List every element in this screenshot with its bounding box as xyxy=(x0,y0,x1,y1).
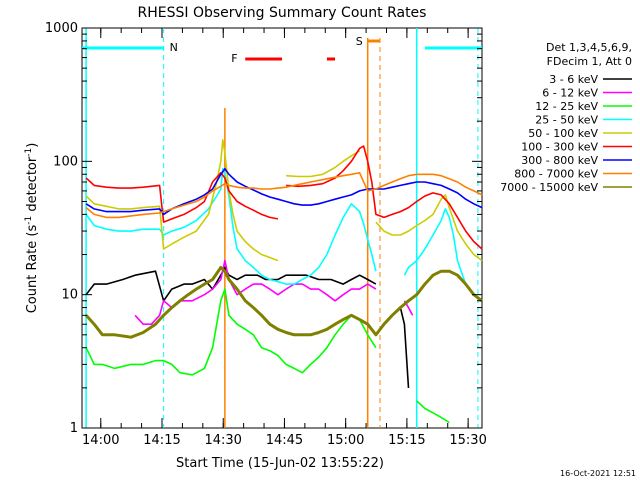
y-axis-label: Count Rate (s-1 detector-1) xyxy=(24,143,40,314)
legend-label-7: 800 - 7000 keV xyxy=(514,168,598,181)
legend-label-3: 25 - 50 keV xyxy=(535,114,598,127)
flare-label: F xyxy=(231,52,237,65)
x-axis: 14:00 14:15 14:30 14:45 15:00 15:15 15:30 xyxy=(82,28,487,448)
series-layer xyxy=(84,139,483,424)
legend: Det 1,3,4,5,6,9, FDecim 1, Att 0 3 - 6 k… xyxy=(500,41,632,194)
y-axis-label-main: Count Rate (s xyxy=(25,225,40,314)
svg-text:Count Rate (s-1 detector-1): Count Rate (s-1 detector-1) xyxy=(24,143,40,314)
y-axis-label-end: ) xyxy=(25,143,40,148)
series-line-3 xyxy=(85,167,483,302)
night-label: N xyxy=(170,41,178,54)
y-axis-label-sup2: -1 xyxy=(24,148,34,157)
series-line-2 xyxy=(85,288,450,424)
legend-label-5: 100 - 300 keV xyxy=(521,141,598,154)
legend-header-1: Det 1,3,4,5,6,9, xyxy=(546,41,632,54)
legend-label-4: 50 - 100 keV xyxy=(528,127,598,140)
series-line-7 xyxy=(85,172,483,219)
x-axis-label: Start Time (15-Jun-02 13:55:22) xyxy=(176,456,384,471)
saa-label: S xyxy=(356,35,363,48)
legend-label-0: 3 - 6 keV xyxy=(549,73,598,86)
series-line-0 xyxy=(85,266,410,388)
series-line-4 xyxy=(85,139,483,262)
series-line-6 xyxy=(85,167,483,216)
y-tick-label: 10 xyxy=(61,288,78,303)
y-tick-label: 1 xyxy=(70,421,78,436)
legend-header-2: FDecim 1, Att 0 xyxy=(547,55,632,68)
y-axis-label-mid: detector xyxy=(25,156,40,216)
x-tick-label: 14:00 xyxy=(82,433,119,448)
legend-label-1: 6 - 12 keV xyxy=(542,87,598,100)
legend-label-2: 12 - 25 keV xyxy=(535,100,598,113)
y-axis-label-sup1: -1 xyxy=(24,216,34,225)
footer-date: 16-Oct-2021 12:51 xyxy=(560,469,636,478)
series-line-1 xyxy=(134,259,414,325)
x-tick-label: 15:00 xyxy=(327,433,364,448)
legend-label-6: 300 - 800 keV xyxy=(521,154,598,167)
interval-markers: N F S xyxy=(82,28,482,428)
legend-label-8: 7000 - 15000 keV xyxy=(500,181,598,194)
series-line-8 xyxy=(84,266,483,339)
y-tick-label: 100 xyxy=(53,154,78,169)
x-tick-label: 15:15 xyxy=(388,433,425,448)
x-tick-label: 14:15 xyxy=(143,433,180,448)
x-tick-label: 14:30 xyxy=(204,433,241,448)
series-line-5 xyxy=(85,145,483,250)
y-axis: 1 10 100 1000 xyxy=(45,21,482,436)
x-tick-label: 14:45 xyxy=(266,433,303,448)
plot-frame xyxy=(81,27,483,429)
y-tick-label: 1000 xyxy=(45,21,78,36)
x-tick-label: 15:30 xyxy=(449,433,486,448)
chart-title: RHESSI Observing Summary Count Rates xyxy=(138,5,427,21)
